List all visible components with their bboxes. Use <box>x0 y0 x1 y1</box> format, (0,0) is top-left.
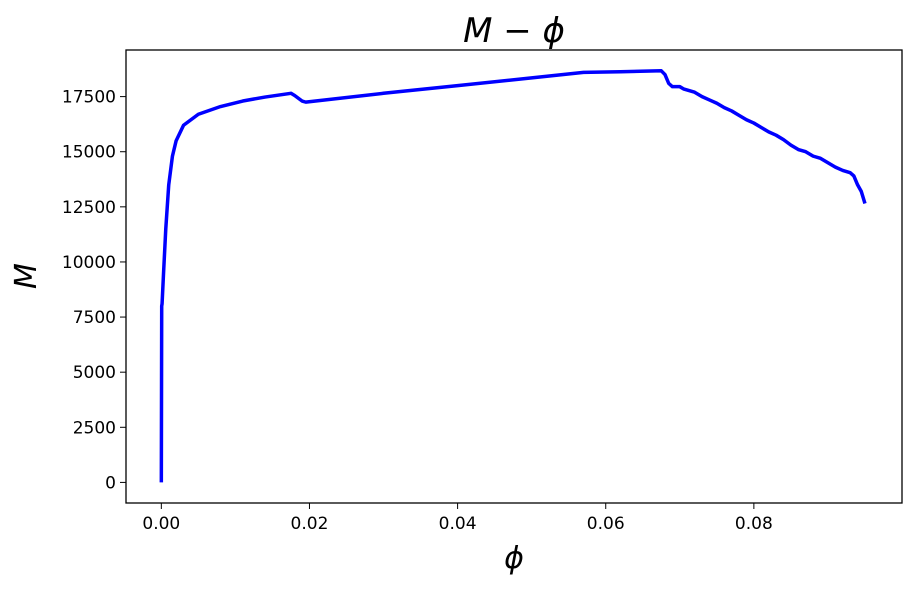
y-tick-label: 15000 <box>62 143 116 163</box>
y-tick-label: 17500 <box>62 88 116 108</box>
y-tick-label: 5000 <box>73 363 116 383</box>
y-tick-label: 10000 <box>62 253 116 273</box>
x-tick-label: 0.00 <box>142 514 180 534</box>
y-tick-label: 12500 <box>62 198 116 218</box>
data-line <box>159 69 867 483</box>
y-tick-label: 0 <box>105 473 116 493</box>
x-tick-label: 0.04 <box>439 514 477 534</box>
y-tick-label: 7500 <box>73 308 116 328</box>
x-tick-label: 0.06 <box>587 514 625 534</box>
y-tick-label: 2500 <box>73 418 116 438</box>
chart-title: M − ϕ <box>463 11 565 51</box>
y-axis-label: M <box>9 263 44 289</box>
plot-frame <box>125 49 903 504</box>
x-tick-label: 0.08 <box>735 514 773 534</box>
x-axis-label: ϕ <box>504 541 524 576</box>
x-tick-label: 0.02 <box>291 514 329 534</box>
